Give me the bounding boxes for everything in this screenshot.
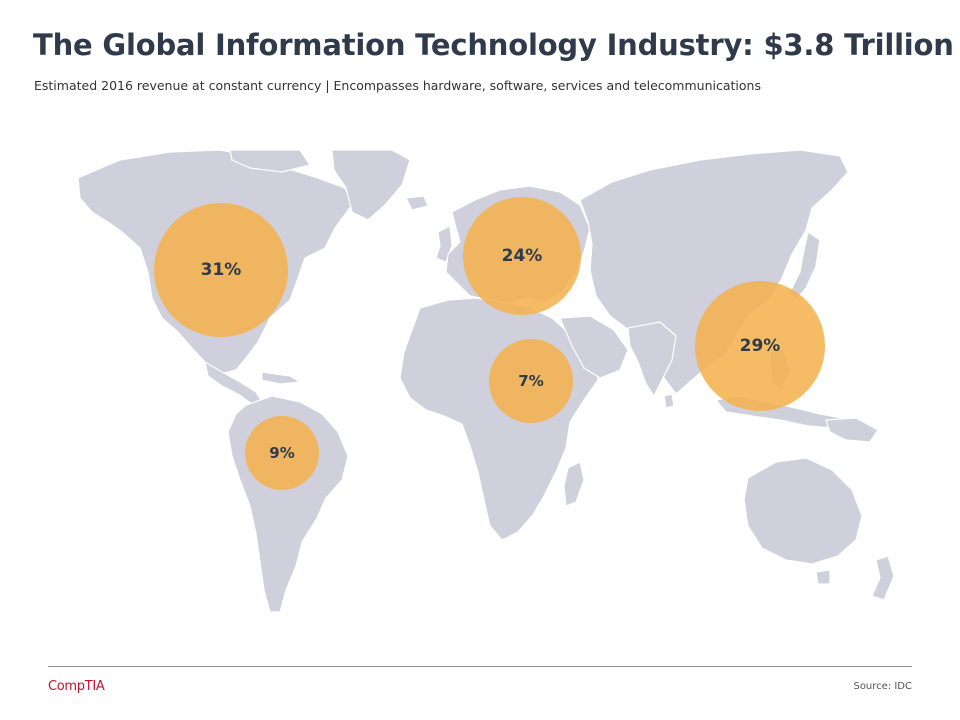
land-arabia (559, 315, 629, 379)
land-arctic-islands (229, 149, 311, 173)
comptia-logo: CompTIA (48, 679, 105, 694)
bubble-label-north-america: 31% (201, 260, 242, 280)
revenue-bubbles: 31% 24% 29% 7% 9% (154, 197, 825, 490)
page-subtitle: Estimated 2016 revenue at constant curre… (34, 78, 761, 93)
bubble-latin-america (245, 416, 319, 490)
land-sri-lanka (663, 393, 675, 409)
bubble-middle-east-africa (489, 339, 573, 423)
source-note: Source: IDC (853, 681, 912, 692)
land-new-zealand (871, 555, 895, 601)
bubble-label-asia-pacific: 29% (740, 336, 781, 356)
land-uk (435, 225, 453, 263)
land-caribbean (261, 371, 301, 385)
bubble-label-europe: 24% (502, 246, 543, 266)
land-greenland (331, 149, 411, 221)
bubble-label-middle-east-africa: 7% (518, 372, 543, 390)
bubble-label-latin-america: 9% (269, 444, 294, 462)
land-tasmania (815, 569, 831, 585)
land-madagascar (563, 461, 585, 507)
bubble-north-america (154, 203, 288, 337)
bubble-asia-pacific (695, 281, 825, 411)
footer-divider (48, 666, 912, 667)
page-title: The Global Information Technology Indust… (33, 28, 954, 62)
bubble-europe (463, 197, 581, 315)
land-iceland (405, 195, 429, 211)
land-papua (825, 417, 879, 443)
land-australia (743, 457, 863, 565)
land-india (627, 321, 677, 397)
